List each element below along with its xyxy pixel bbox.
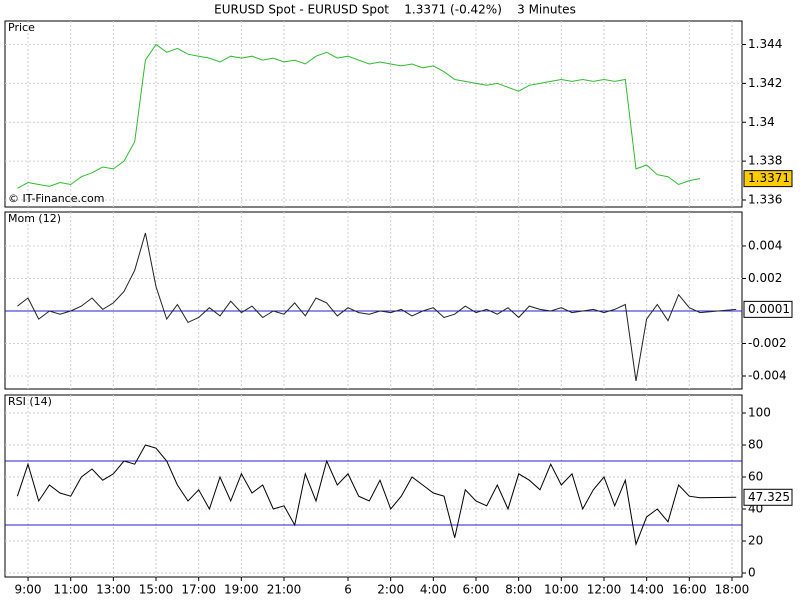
x-tick-label: 2:00 — [377, 583, 404, 597]
line-series — [16, 444, 737, 547]
last-value-label: 1.3371 — [748, 171, 790, 185]
x-tick-label: 19:00 — [224, 583, 259, 597]
pane-title: RSI (14) — [8, 395, 52, 408]
last-value-box — [743, 300, 793, 318]
x-tick-label: 10:00 — [544, 583, 579, 597]
x-tick-label: 12:00 — [587, 583, 622, 597]
chart-title: EURUSD Spot - EURUSD Spot 1.3371 (-0.42%… — [214, 3, 576, 17]
y-tick-label: 80 — [748, 438, 763, 452]
x-tick-label: 14:00 — [629, 583, 664, 597]
line-series — [17, 43, 701, 189]
x-tick-label: 8:00 — [505, 583, 532, 597]
y-tick-label: 1.336 — [748, 193, 782, 207]
pane — [4, 394, 743, 578]
x-tick-label: 15:00 — [139, 583, 174, 597]
y-tick-label: 100 — [748, 406, 771, 420]
line-series — [17, 232, 737, 381]
x-tick-label: 4:00 — [420, 583, 447, 597]
y-tick-label: 1.342 — [748, 76, 782, 90]
last-value-box — [743, 488, 793, 506]
y-tick-label: 20 — [748, 534, 763, 548]
y-tick-label: 1.338 — [748, 154, 782, 168]
last-value-label: 47.325 — [748, 490, 790, 504]
x-tick-label: 17:00 — [181, 583, 216, 597]
pane — [4, 20, 743, 208]
y-tick-label: 0.002 — [748, 271, 782, 285]
x-tick-label: 18:00 — [715, 583, 750, 597]
pane-title: Price — [8, 21, 35, 34]
x-tick-label: 21:00 — [267, 583, 302, 597]
y-tick-label: 1.344 — [748, 37, 782, 51]
y-tick-label: 1.34 — [748, 115, 775, 129]
y-tick-label: 0.004 — [748, 238, 782, 252]
x-tick-label: 11:00 — [53, 583, 88, 597]
pane-title: Mom (12) — [8, 212, 61, 225]
y-tick-label: -0.002 — [748, 336, 787, 350]
x-tick-label: 6 — [344, 583, 352, 597]
y-tick-label: 60 — [748, 470, 763, 484]
watermark: © IT-Finance.com — [8, 192, 105, 205]
x-tick-label: 16:00 — [672, 583, 707, 597]
last-value-box — [743, 170, 793, 188]
x-tick-label: 6:00 — [463, 583, 490, 597]
x-tick-label: 9:00 — [15, 583, 42, 597]
x-tick-label: 13:00 — [96, 583, 131, 597]
y-tick-label: -0.004 — [748, 368, 787, 382]
last-value-label: 0.0001 — [748, 302, 790, 316]
y-tick-label: 0 — [748, 566, 756, 580]
pane — [4, 211, 743, 390]
